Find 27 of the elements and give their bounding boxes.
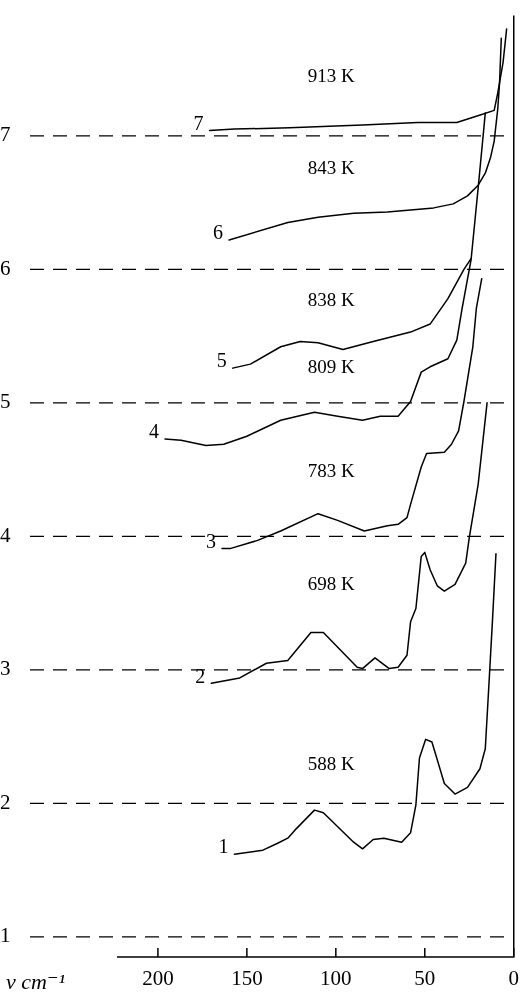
series-label: 1	[218, 835, 229, 858]
series-label: 2	[195, 664, 206, 687]
y-tick-label: 3	[0, 656, 11, 681]
y-tick-label: 5	[0, 389, 11, 414]
x-tick-label: 100	[320, 966, 352, 991]
annotation: 913 K	[307, 65, 355, 87]
annotation: 843 K	[307, 157, 355, 179]
annotation: 588 K	[307, 752, 355, 774]
annotation: 783 K	[307, 460, 355, 482]
annotation: 838 K	[307, 289, 355, 311]
x-tick-label: 0	[508, 966, 519, 991]
series-label: 3	[205, 529, 216, 552]
x-tick-label: 200	[142, 966, 174, 991]
y-tick-label: 1	[0, 923, 11, 948]
x-axis-title: ν cm⁻¹	[6, 969, 66, 994]
series-label: 6	[213, 221, 224, 244]
annotation: 698 K	[307, 572, 355, 594]
y-tick-label: 6	[0, 255, 11, 280]
x-tick-label: 150	[231, 966, 263, 991]
y-tick-label: 7	[0, 122, 11, 147]
series-label: 4	[149, 420, 160, 443]
series-label: 7	[193, 111, 204, 134]
x-tick-label: 50	[414, 966, 436, 991]
y-tick-label: 2	[0, 789, 11, 814]
y-tick-label: 4	[0, 522, 11, 547]
series-label: 5	[216, 349, 227, 372]
annotation: 809 K	[307, 356, 355, 378]
